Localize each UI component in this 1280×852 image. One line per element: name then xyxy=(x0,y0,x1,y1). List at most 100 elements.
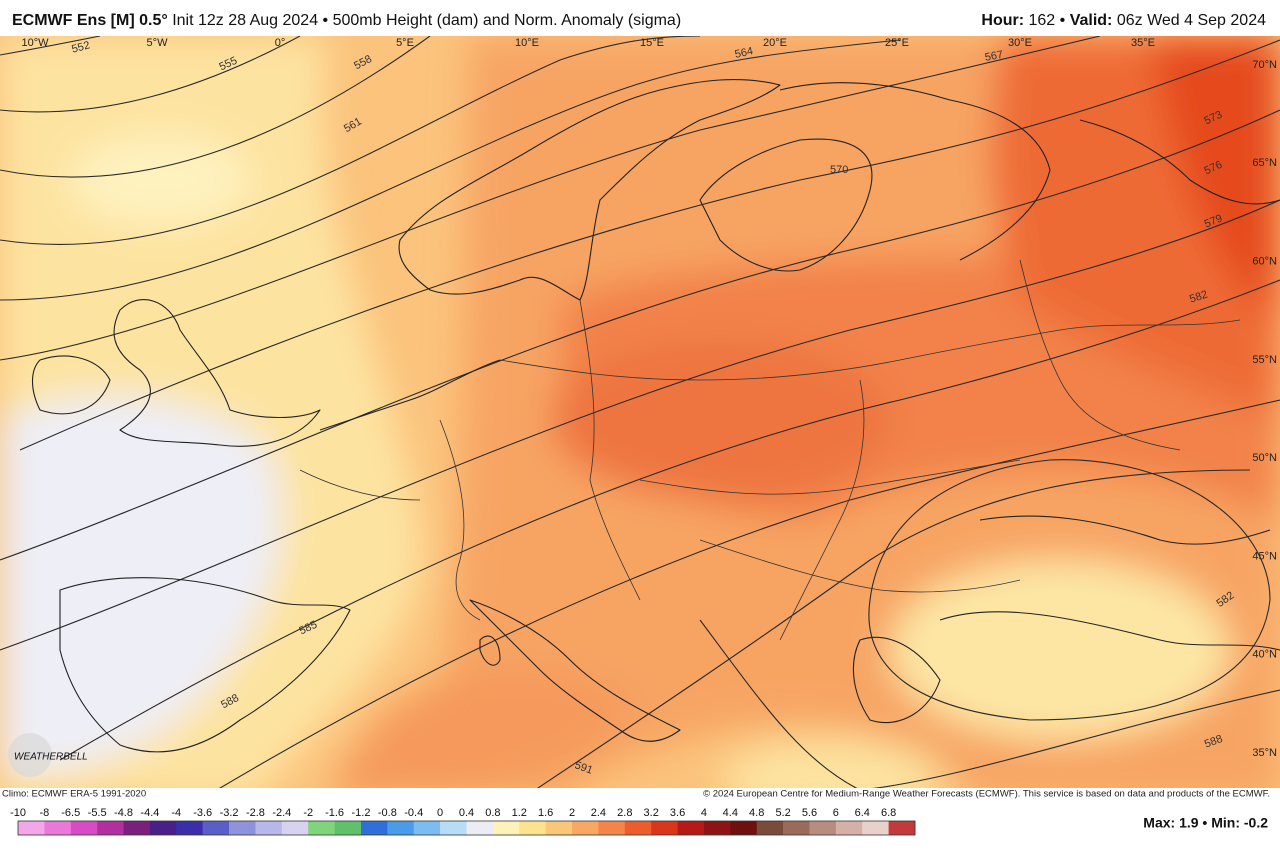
colorbar-swatch xyxy=(18,821,45,835)
anomaly-field xyxy=(0,36,1280,788)
colorbar-label: -10 xyxy=(10,807,26,819)
colorbar-label: 4 xyxy=(701,807,707,819)
colorbar-label: 3.6 xyxy=(670,807,685,819)
colorbar-label: -4 xyxy=(171,807,181,819)
longitude-label: 30°E xyxy=(1008,37,1032,49)
colorbar-label: 2.8 xyxy=(617,807,632,819)
colorbar-label: -3.2 xyxy=(220,807,239,819)
contour-label: 588 xyxy=(1203,733,1224,751)
colorbar-swatch xyxy=(387,821,415,835)
colorbar-swatch xyxy=(888,821,916,835)
colorbar-swatch xyxy=(70,821,98,835)
watermark: WEATHERBELL xyxy=(8,733,88,777)
colorbar-swatch xyxy=(255,821,283,835)
copyright: © 2024 European Centre for Medium-Range … xyxy=(703,789,1270,800)
colorbar-label: 3.2 xyxy=(644,807,659,819)
latitude-label: 70°N xyxy=(1252,59,1277,71)
longitude-label: 20°E xyxy=(763,37,787,49)
colorbar-swatch xyxy=(651,821,678,835)
colorbar-frame xyxy=(17,820,916,836)
colorbar-swatch xyxy=(809,821,837,835)
colorbar-swatch xyxy=(229,821,256,835)
colorbar-label: -1.6 xyxy=(325,807,344,819)
colorbar-label: 6 xyxy=(833,807,839,819)
graticule-labels: 10°W 5°W 0° 5°E 10°E 15°E 20°E 25°E 30°E 35°E 70°N… xyxy=(21,37,1277,759)
colorbar-label: -6.5 xyxy=(61,807,80,819)
colorbar-label: 5.2 xyxy=(775,807,790,819)
colorbar-swatch xyxy=(123,821,151,835)
colorbar-swatch xyxy=(492,821,520,835)
longitude-label: 5°E xyxy=(396,37,414,49)
max-min: Max: 1.9 • Min: -0.2 xyxy=(1143,815,1268,831)
description: Init 12z 28 Aug 2024 • 500mb Height (dam… xyxy=(172,12,681,29)
colorbar-label: -4.8 xyxy=(114,807,133,819)
contour-label: 570 xyxy=(830,164,848,176)
colorbar-swatch xyxy=(519,821,546,835)
colorbar-label: -0.4 xyxy=(404,807,423,819)
colorbar-label: 4.8 xyxy=(749,807,764,819)
colorbar-swatch xyxy=(783,821,810,835)
model: ECMWF Ens [M] 0.5° xyxy=(12,12,168,29)
valid-label: Valid: xyxy=(1070,12,1113,29)
latitude-label: 40°N xyxy=(1252,649,1277,661)
colorbar-label: 0.8 xyxy=(485,807,500,819)
contour-label: 552 xyxy=(70,39,91,55)
colorbar-swatch xyxy=(97,821,124,835)
colorbar-swatch xyxy=(149,821,177,835)
hour-label: Hour: xyxy=(981,12,1024,29)
borders xyxy=(299,259,1241,641)
latitude-label: 35°N xyxy=(1252,747,1277,759)
longitude-label: 5°W xyxy=(147,37,169,49)
longitude-label: 10°E xyxy=(515,37,539,49)
colorbar-swatch xyxy=(176,821,203,835)
longitude-label: 10°W xyxy=(21,37,49,49)
colorbar-label: 1.6 xyxy=(538,807,553,819)
header-bg xyxy=(0,0,1280,36)
colorbar-label: 6.8 xyxy=(881,807,896,819)
latitude-label: 50°N xyxy=(1252,452,1277,464)
colorbar-swatch xyxy=(308,821,335,835)
colorbar-label: 2.4 xyxy=(591,807,606,819)
colorbar-label: -2.4 xyxy=(272,807,291,819)
colorbar-swatch xyxy=(835,821,863,835)
colorbar-label: 2 xyxy=(569,807,575,819)
colorbar-label: 1.2 xyxy=(512,807,527,819)
colorbar-label: 4.4 xyxy=(723,807,738,819)
colorbar-label: -5.5 xyxy=(88,807,107,819)
colorbar-swatch xyxy=(862,821,889,835)
colorbar-swatch xyxy=(730,821,758,835)
contour-label: 591 xyxy=(573,759,594,777)
colorbar-swatch xyxy=(572,821,599,835)
colorbar-label: 6.4 xyxy=(855,807,870,819)
colorbar-swatch xyxy=(413,821,441,835)
colorbar-swatch xyxy=(360,821,388,835)
contour-label: 564 xyxy=(734,45,754,61)
colorbar-swatch xyxy=(44,821,72,835)
longitude-label: 25°E xyxy=(885,37,909,49)
colorbar-swatch xyxy=(677,821,705,835)
watermark-text: WEATHERBELL xyxy=(14,752,88,763)
header-left: ECMWF Ens [M] 0.5° Init 12z 28 Aug 2024 … xyxy=(12,12,681,29)
longitude-label: 35°E xyxy=(1131,37,1155,49)
map: 552 555 558 561 564 567 570 573 576 579 … xyxy=(0,36,1280,788)
colorbar-label: -3.6 xyxy=(193,807,212,819)
latitude-label: 65°N xyxy=(1252,157,1277,169)
colorbar-swatch xyxy=(545,821,573,835)
colorbar-label: -0.8 xyxy=(378,807,397,819)
colorbar: -10 -8 -6.5 -5.5 -4.8 -4.4 -4 -3.6 -3.2 -2.8 -2.4-… xyxy=(10,807,916,836)
colorbar-swatch xyxy=(466,821,494,835)
colorbar-swatch xyxy=(703,821,731,835)
colorbar-swatch xyxy=(756,821,784,835)
colorbar-swatch xyxy=(202,821,230,835)
colorbar-swatch xyxy=(281,821,309,835)
colorbar-swatch xyxy=(334,821,362,835)
climo-credit: Climo: ECMWF ERA-5 1991-2020 xyxy=(2,789,146,800)
latitude-label: 60°N xyxy=(1252,256,1277,268)
colorbar-label: -1.2 xyxy=(351,807,370,819)
colorbar-label: -8 xyxy=(39,807,49,819)
valid: 06z Wed 4 Sep 2024 xyxy=(1117,12,1266,29)
colorbar-label: -2.8 xyxy=(246,807,265,819)
colorbar-swatch xyxy=(440,821,467,835)
colorbar-swatch xyxy=(598,821,626,835)
colorbar-label: 5.6 xyxy=(802,807,817,819)
